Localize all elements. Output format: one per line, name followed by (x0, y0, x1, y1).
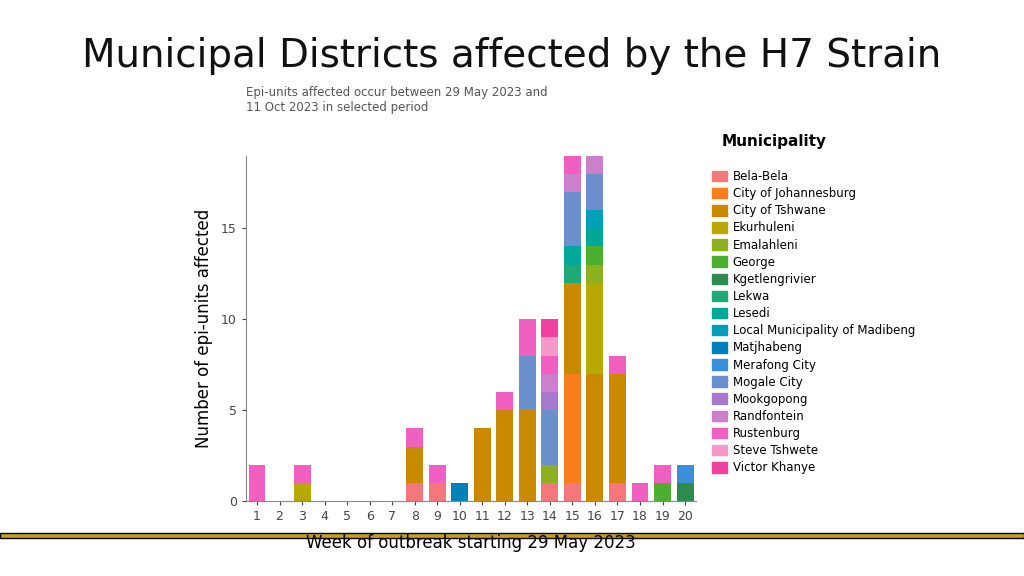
Bar (654, 465, 671, 483)
Bar (609, 355, 626, 374)
Bar (587, 174, 603, 210)
Bar (407, 446, 423, 483)
Bar (564, 483, 581, 501)
Bar (407, 429, 423, 446)
Bar (564, 137, 581, 156)
Bar (609, 374, 626, 483)
Bar (542, 338, 558, 355)
Bar (587, 247, 603, 264)
Bar (564, 264, 581, 283)
Bar (542, 374, 558, 392)
Bar (654, 483, 671, 501)
Bar (519, 355, 536, 410)
Bar (429, 483, 445, 501)
Bar (429, 465, 445, 483)
Bar (587, 228, 603, 247)
Bar (587, 283, 603, 374)
Bar (294, 465, 310, 483)
Bar (564, 374, 581, 483)
Bar (542, 410, 558, 465)
X-axis label: Week of outbreak starting 29 May 2023: Week of outbreak starting 29 May 2023 (306, 535, 636, 552)
Bar (587, 156, 603, 174)
Text: Municipality: Municipality (722, 134, 827, 149)
Text: Epi-units affected occur between 29 May 2023 and
11 Oct 2023 in selected period: Epi-units affected occur between 29 May … (246, 86, 548, 114)
Bar (542, 483, 558, 501)
Bar (632, 483, 648, 501)
Y-axis label: Number of epi-units affected: Number of epi-units affected (195, 209, 213, 448)
Bar (542, 465, 558, 483)
Bar (564, 192, 581, 247)
Bar (542, 319, 558, 338)
Text: Small footprint. Big impact.: Small footprint. Big impact. (398, 549, 626, 567)
Bar (564, 174, 581, 192)
Bar (542, 355, 558, 374)
Bar (564, 247, 581, 264)
Bar (677, 465, 693, 483)
Bar (474, 429, 490, 501)
Bar (519, 319, 536, 355)
FancyBboxPatch shape (0, 533, 1024, 538)
Bar (587, 210, 603, 228)
Bar (407, 483, 423, 501)
Bar (249, 465, 265, 501)
Bar (497, 392, 513, 410)
Bar (609, 483, 626, 501)
Bar (542, 392, 558, 410)
Bar (587, 264, 603, 283)
Bar (564, 283, 581, 374)
Bar (587, 137, 603, 156)
Bar (564, 156, 581, 174)
Legend: Bela-Bela, City of Johannesburg, City of Tshwane, Ekurhuleni, Emalahleni, George: Bela-Bela, City of Johannesburg, City of… (713, 170, 914, 474)
Bar (294, 483, 310, 501)
Bar (497, 410, 513, 501)
Bar (452, 483, 468, 501)
Bar (519, 410, 536, 501)
Text: Municipal Districts affected by the H7 Strain: Municipal Districts affected by the H7 S… (82, 37, 942, 75)
Bar (587, 374, 603, 501)
Bar (677, 483, 693, 501)
